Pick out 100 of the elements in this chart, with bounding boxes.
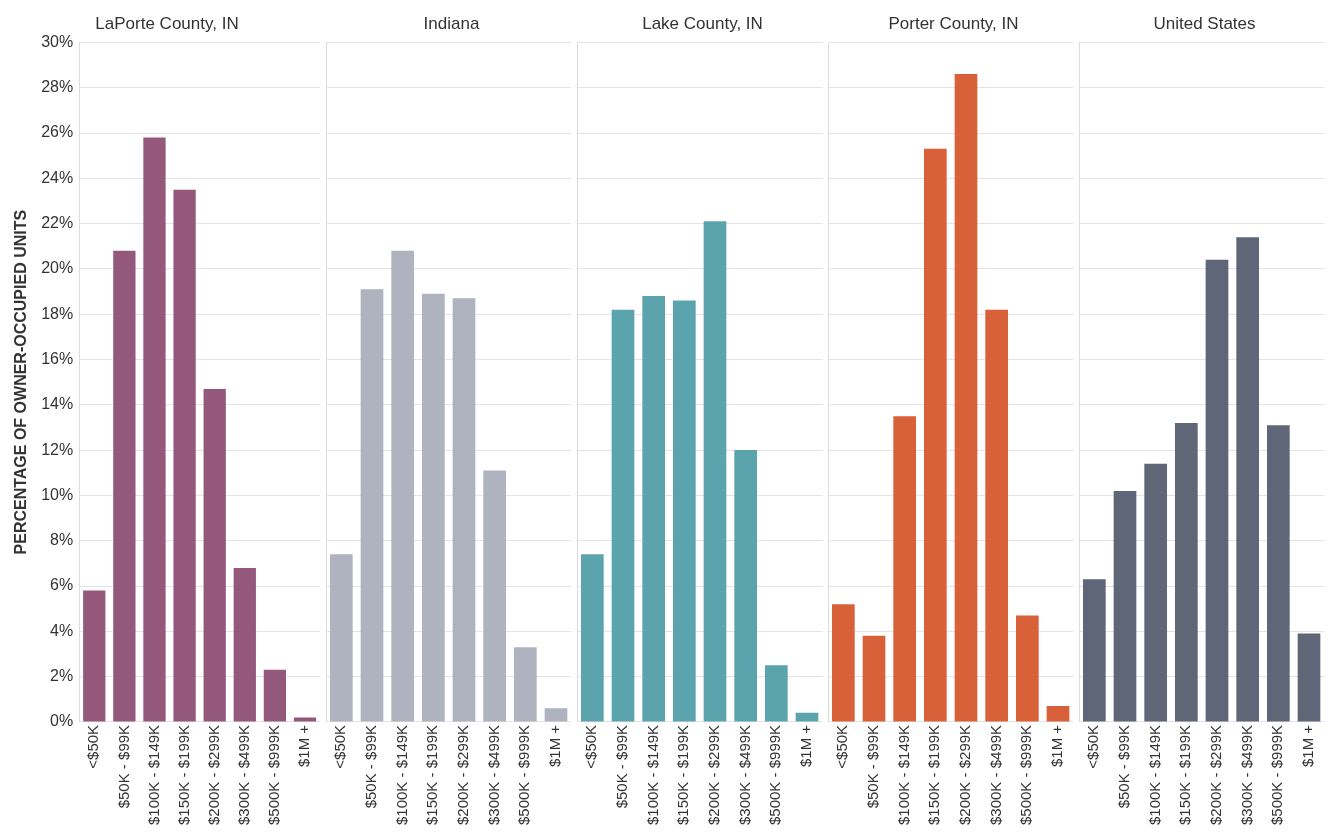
chart-title: LaPorte County, IN — [95, 13, 239, 33]
bar — [1046, 706, 1070, 722]
x-tick-label: $200K - $299K — [956, 724, 974, 825]
bar — [611, 309, 635, 722]
bar — [293, 717, 317, 722]
bar — [544, 708, 568, 722]
x-tick-label: $500K - $999K — [1017, 724, 1035, 825]
x-tick-label: $150K - $199K — [1176, 724, 1194, 825]
bar — [1113, 490, 1137, 722]
x-tick-label: $300K - $499K — [234, 724, 252, 825]
y-tick-label: 24% — [41, 168, 74, 186]
bar — [421, 293, 445, 722]
x-tick-label: $1M + — [295, 724, 313, 768]
x-tick-label: $1M + — [1299, 724, 1317, 768]
x-tick-label: $150K - $199K — [423, 724, 441, 825]
y-tick-label: 4% — [50, 621, 74, 639]
y-tick-label: 2% — [50, 667, 74, 685]
x-tick-label: $300K - $499K — [986, 724, 1004, 825]
x-tick-label: $100K - $149K — [1145, 724, 1163, 825]
chart-title: Porter County, IN — [888, 13, 1019, 33]
x-tick-label: <$50K — [1084, 724, 1102, 769]
bar — [263, 669, 287, 722]
bar — [642, 296, 666, 722]
x-tick-label: $200K - $299K — [454, 724, 472, 825]
bar — [672, 300, 696, 722]
bar — [1082, 579, 1106, 722]
bar — [233, 567, 256, 722]
x-tick-label: $300K - $499K — [484, 724, 502, 825]
bar — [764, 665, 788, 722]
x-tick-label: $100K - $149K — [144, 724, 162, 825]
y-tick-label: 22% — [41, 214, 74, 232]
bar — [143, 137, 166, 722]
y-tick-label: 10% — [41, 485, 74, 503]
bar — [954, 74, 978, 722]
x-tick-label: $50K - $99K — [613, 724, 631, 809]
chart-title: Indiana — [423, 13, 480, 33]
bar — [452, 298, 476, 722]
bar — [1266, 425, 1290, 722]
x-tick-label: <$50K — [331, 724, 349, 769]
y-tick-label: 16% — [41, 349, 74, 367]
x-tick-label: $200K - $299K — [204, 724, 222, 825]
bar — [985, 309, 1009, 722]
bar — [923, 148, 947, 722]
bar — [1236, 237, 1260, 722]
bar — [862, 635, 886, 722]
y-tick-label: 18% — [41, 304, 74, 322]
y-tick-label: 14% — [41, 395, 74, 413]
bar — [113, 250, 136, 722]
bar — [795, 712, 819, 722]
x-tick-label: $500K - $999K — [1268, 724, 1286, 825]
y-tick-label: 30% — [41, 32, 74, 50]
bar — [703, 221, 727, 722]
y-axis-title: PERCENTAGE OF OWNER-OCCUPIED UNITS — [12, 209, 30, 555]
bar — [734, 450, 758, 722]
x-tick-label: $300K - $499K — [1237, 724, 1255, 825]
x-tick-label: $150K - $199K — [925, 724, 943, 825]
bar — [893, 416, 917, 722]
bar — [1015, 615, 1039, 722]
x-tick-label: $150K - $199K — [174, 724, 192, 825]
bar — [831, 604, 855, 722]
x-tick-label: $100K - $149K — [392, 724, 410, 825]
y-tick-label: 26% — [41, 123, 74, 141]
x-tick-label: $50K - $99K — [864, 724, 882, 809]
y-tick-label: 20% — [41, 259, 74, 277]
bar — [513, 647, 537, 722]
bar — [580, 554, 604, 722]
x-tick-label: $1M + — [797, 724, 815, 768]
bar — [1144, 463, 1168, 722]
y-tick-label: 8% — [50, 531, 74, 549]
x-tick-label: $50K - $99K — [362, 724, 380, 809]
bar — [1205, 259, 1229, 722]
x-tick-label: $200K - $299K — [705, 724, 723, 825]
x-tick-label: $100K - $149K — [894, 724, 912, 825]
x-tick-label: $1M + — [1048, 724, 1066, 768]
bar — [1297, 633, 1321, 722]
x-tick-label: <$50K — [833, 724, 851, 769]
x-tick-label: <$50K — [84, 724, 102, 769]
chart-title: Lake County, IN — [642, 13, 763, 33]
x-tick-label: $150K - $199K — [674, 724, 692, 825]
x-tick-label: $1M + — [546, 724, 564, 768]
bar — [360, 289, 384, 722]
x-tick-label: $300K - $499K — [735, 724, 753, 825]
x-tick-label: $100K - $149K — [643, 724, 661, 825]
x-tick-label: $200K - $299K — [1207, 724, 1225, 825]
bar — [173, 189, 196, 722]
bar — [83, 590, 106, 722]
y-tick-label: 6% — [50, 576, 74, 594]
x-tick-label: <$50K — [582, 724, 600, 769]
chart-title: United States — [1153, 13, 1256, 33]
bar — [391, 250, 415, 722]
bar — [1174, 422, 1198, 722]
y-tick-label: 0% — [50, 712, 74, 730]
bar — [203, 388, 226, 722]
x-tick-label: $500K - $999K — [515, 724, 533, 825]
bar — [483, 470, 507, 722]
x-tick-label: $50K - $99K — [114, 724, 132, 809]
x-tick-label: $500K - $999K — [766, 724, 784, 825]
bar — [329, 554, 353, 722]
y-tick-label: 12% — [41, 440, 74, 458]
y-tick-label: 28% — [41, 78, 74, 96]
